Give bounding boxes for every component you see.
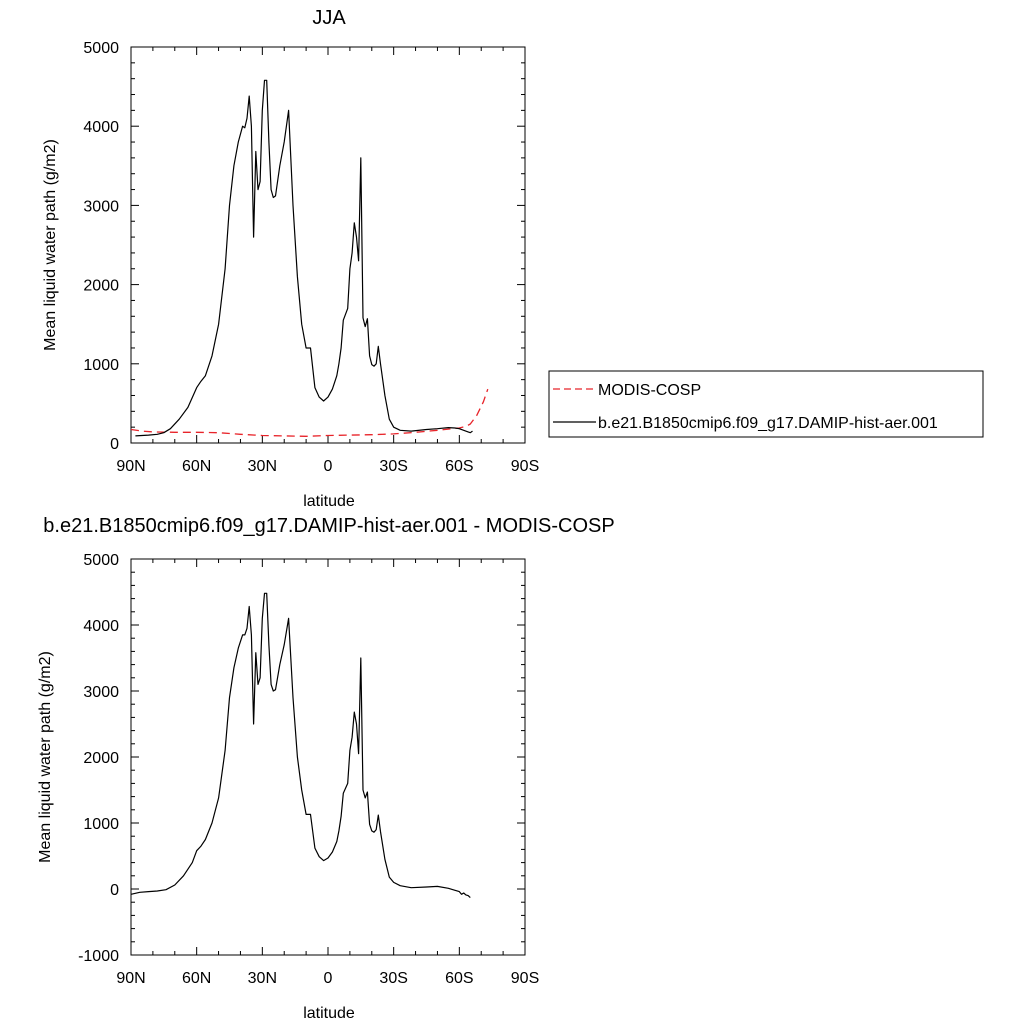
bottom-chart-x-axis-label: latitude — [303, 1005, 355, 1022]
top-chart-ticks — [130, 46, 526, 444]
y-tick-label-2000: 2000 — [83, 278, 119, 295]
bottom-chart-title: b.e21.B1850cmip6.f09_g17.DAMIP-hist-aer.… — [43, 515, 614, 537]
bottom-chart-y-axis-label: Mean liquid water path (g/m2) — [37, 651, 54, 863]
y-tick-label-5000: 5000 — [83, 552, 119, 569]
y-tick-label-1000: 1000 — [83, 357, 119, 374]
y-tick-label-3000: 3000 — [83, 198, 119, 215]
x-tick-label-30n: 30N — [248, 458, 277, 475]
x-tick-label-0: 0 — [324, 970, 333, 987]
x-tick-label-30s: 30S — [379, 458, 407, 475]
legend: MODIS-COSP b.e21.B1850cmip6.f09_g17.DAMI… — [548, 370, 984, 438]
x-tick-label-30s: 30S — [379, 970, 407, 987]
bottom-chart-x-tick-labels: 90N 60N 30N 0 30S 60S 90S — [116, 970, 539, 987]
bottom-chart-series — [130, 592, 471, 899]
x-tick-label-30n: 30N — [248, 970, 277, 987]
y-tick-label-0: 0 — [110, 436, 119, 453]
legend-box — [548, 370, 984, 438]
top-chart-x-axis-label: latitude — [303, 493, 355, 510]
bottom-chart-series-line-difference-0 — [130, 592, 471, 899]
top-chart-y-axis-label: Mean liquid water path (g/m2) — [42, 139, 59, 351]
top-chart-series-line-b-e21-b1850cmip6-f09-g17-damip-hist-aer-001 — [135, 79, 473, 437]
top-chart: JJA 90N 60N 30N 0 30S 60S 90S 0 1000 2000 3000 400… — [42, 7, 984, 510]
top-chart-plot-frame — [130, 46, 526, 444]
x-tick-label-60s: 60S — [445, 458, 473, 475]
legend-label-model: b.e21.B1850cmip6.f09_g17.DAMIP-hist-aer.… — [598, 415, 938, 432]
y-tick-label-4000: 4000 — [83, 618, 119, 635]
x-tick-label-60n: 60N — [182, 970, 211, 987]
y-tick-label-2000: 2000 — [83, 750, 119, 767]
bottom-chart-plot-frame — [130, 558, 526, 956]
y-tick-label-3000: 3000 — [83, 684, 119, 701]
y-tick-label-1000: 1000 — [83, 816, 119, 833]
x-tick-label-90s: 90S — [511, 458, 539, 475]
top-chart-y-tick-labels: 0 1000 2000 3000 4000 5000 — [83, 40, 119, 453]
bottom-chart-y-tick-labels: -1000 0 1000 2000 3000 4000 5000 — [78, 552, 119, 965]
top-chart-x-tick-labels: 90N 60N 30N 0 30S 60S 90S — [116, 458, 539, 475]
y-tick-label-1000: -1000 — [78, 948, 119, 965]
x-tick-label-90s: 90S — [511, 970, 539, 987]
bottom-chart-ticks — [130, 558, 526, 956]
y-tick-label-5000: 5000 — [83, 40, 119, 57]
x-tick-label-0: 0 — [324, 458, 333, 475]
top-chart-title: JJA — [312, 7, 346, 29]
top-chart-series — [130, 79, 489, 437]
y-tick-label-0: 0 — [110, 882, 119, 899]
x-tick-label-90n: 90N — [116, 458, 145, 475]
bottom-chart: b.e21.B1850cmip6.f09_g17.DAMIP-hist-aer.… — [37, 515, 615, 1022]
x-tick-label-90n: 90N — [116, 970, 145, 987]
y-tick-label-4000: 4000 — [83, 119, 119, 136]
top-chart-series-line-modis-cosp — [130, 388, 489, 437]
legend-label-modis-cosp: MODIS-COSP — [598, 382, 701, 399]
x-tick-label-60s: 60S — [445, 970, 473, 987]
x-tick-label-60n: 60N — [182, 458, 211, 475]
